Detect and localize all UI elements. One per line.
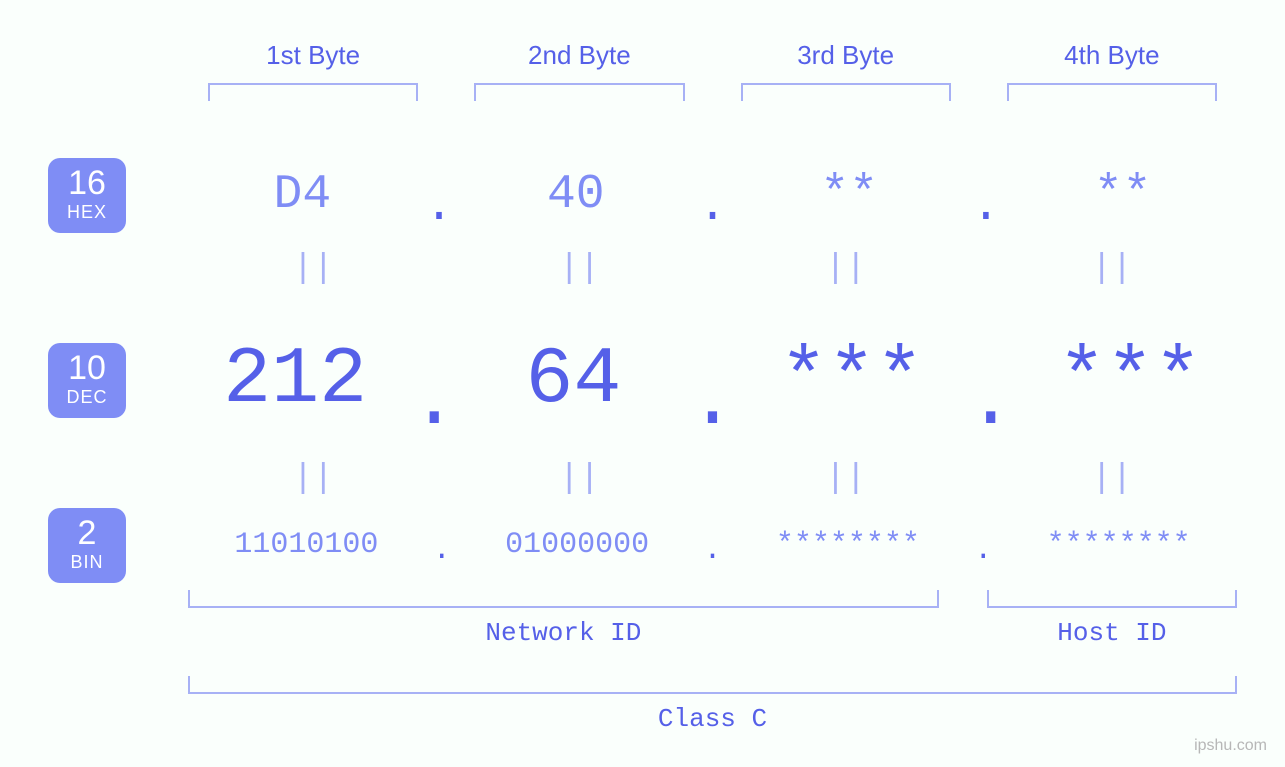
equals-icon: || <box>180 250 446 288</box>
badge-base: 16 <box>48 166 126 200</box>
network-host-row: Network ID Host ID <box>180 590 1245 648</box>
badge-base: 2 <box>48 516 126 550</box>
byte-header-1: 1st Byte <box>180 40 446 101</box>
dot-separator: . <box>703 534 721 568</box>
dot-separator: . <box>425 180 454 234</box>
host-id-label: Host ID <box>987 618 1237 648</box>
byte-header-label: 4th Byte <box>979 40 1245 71</box>
bin-byte-2: 01000000 <box>451 528 704 562</box>
dec-byte-2: 64 <box>458 335 688 426</box>
network-id-label: Network ID <box>188 618 939 648</box>
hex-cells: D4 . 40 . ** . ** <box>180 168 1245 222</box>
byte-header-3: 3rd Byte <box>713 40 979 101</box>
network-id-group: Network ID <box>180 590 963 648</box>
equals-row-1: || || || || <box>180 250 1245 288</box>
byte-header-4: 4th Byte <box>979 40 1245 101</box>
dot-separator: . <box>698 180 727 234</box>
byte-header-label: 2nd Byte <box>446 40 712 71</box>
equals-icon: || <box>979 250 1245 288</box>
byte-header-label: 3rd Byte <box>713 40 979 71</box>
dec-byte-4: *** <box>1015 335 1245 426</box>
watermark: ipshu.com <box>1194 737 1267 755</box>
bottom-bracket-icon <box>987 590 1237 608</box>
top-bracket-icon <box>474 83 684 101</box>
top-bracket-icon <box>1007 83 1217 101</box>
equals-icon: || <box>713 250 979 288</box>
byte-header-label: 1st Byte <box>180 40 446 71</box>
hex-byte-3: ** <box>727 168 972 222</box>
bin-row: 2 BIN 11010100 . 01000000 . ******** . *… <box>0 500 1285 590</box>
dot-separator: . <box>974 534 992 568</box>
bin-byte-3: ******** <box>722 528 975 562</box>
equals-icon: || <box>446 460 712 498</box>
bottom-bracket-icon <box>188 676 1237 694</box>
equals-icon: || <box>713 460 979 498</box>
dec-byte-3: *** <box>737 335 967 426</box>
bottom-brackets: Network ID Host ID Class C <box>180 590 1245 734</box>
dec-badge: 10 DEC <box>48 343 126 418</box>
equals-row-2: || || || || <box>180 460 1245 498</box>
bin-byte-4: ******** <box>992 528 1245 562</box>
equals-icon: || <box>979 460 1245 498</box>
hex-byte-2: 40 <box>453 168 698 222</box>
hex-byte-1: D4 <box>180 168 425 222</box>
hex-badge: 16 HEX <box>48 158 126 233</box>
badge-label: HEX <box>48 202 126 223</box>
host-id-group: Host ID <box>963 590 1245 648</box>
hex-byte-4: ** <box>1000 168 1245 222</box>
top-bracket-icon <box>208 83 418 101</box>
bottom-bracket-icon <box>188 590 939 608</box>
top-bracket-icon <box>741 83 951 101</box>
byte-header-2: 2nd Byte <box>446 40 712 101</box>
dec-row: 10 DEC 212 . 64 . *** . *** <box>0 320 1285 440</box>
dec-byte-1: 212 <box>180 335 410 426</box>
equals-icon: || <box>446 250 712 288</box>
badge-label: DEC <box>48 387 126 408</box>
dec-cells: 212 . 64 . *** . *** <box>180 335 1245 426</box>
equals-icon: || <box>180 460 446 498</box>
badge-label: BIN <box>48 552 126 573</box>
bin-byte-1: 11010100 <box>180 528 433 562</box>
dot-separator: . <box>433 534 451 568</box>
badge-base: 10 <box>48 351 126 385</box>
bin-cells: 11010100 . 01000000 . ******** . *******… <box>180 528 1245 562</box>
dot-separator: . <box>972 180 1001 234</box>
byte-headers: 1st Byte 2nd Byte 3rd Byte 4th Byte <box>180 40 1245 101</box>
dot-separator: . <box>688 357 736 448</box>
dot-separator: . <box>967 357 1015 448</box>
dot-separator: . <box>410 357 458 448</box>
bin-badge: 2 BIN <box>48 508 126 583</box>
class-group: Class C <box>180 676 1245 734</box>
hex-row: 16 HEX D4 . 40 . ** . ** <box>0 150 1285 240</box>
class-label: Class C <box>188 704 1237 734</box>
